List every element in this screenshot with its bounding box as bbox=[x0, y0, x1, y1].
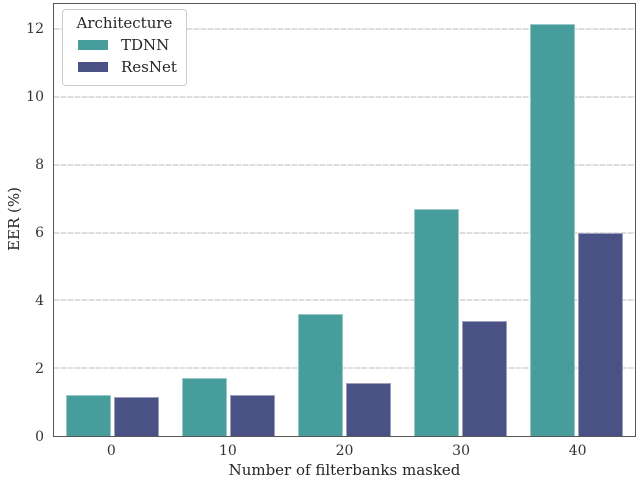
legend-swatch-resnet bbox=[78, 62, 108, 72]
y-tick-label-8: 8 bbox=[35, 156, 44, 173]
y-tick-label-12: 12 bbox=[26, 20, 44, 37]
x-tick-label-40: 40 bbox=[568, 443, 587, 459]
gridline-8 bbox=[54, 163, 635, 166]
y-tick-label-4: 4 bbox=[35, 292, 44, 309]
bar-group-10 bbox=[170, 4, 286, 436]
bar-resnet-0 bbox=[113, 397, 159, 436]
bar-groups bbox=[54, 4, 635, 436]
gridline-2 bbox=[54, 367, 635, 370]
y-tick-label-2: 2 bbox=[35, 360, 44, 377]
bar-tdnn-0 bbox=[65, 395, 111, 436]
bar-resnet-30 bbox=[462, 320, 508, 436]
bar-group-0 bbox=[54, 4, 170, 436]
bar-group-40 bbox=[519, 4, 635, 436]
y-tick-label-0: 0 bbox=[35, 429, 44, 445]
x-axis-label: Number of filterbanks masked bbox=[228, 461, 461, 479]
gridline-4 bbox=[54, 299, 635, 302]
legend-items: TDNN ResNet bbox=[72, 36, 177, 76]
legend-title: Architecture bbox=[76, 14, 173, 32]
y-tick-label-6: 6 bbox=[35, 224, 44, 241]
bar-tdnn-10 bbox=[181, 378, 227, 436]
bar-resnet-40 bbox=[578, 232, 624, 436]
bar-resnet-20 bbox=[346, 383, 391, 436]
bar-tdnn-30 bbox=[414, 209, 460, 436]
legend-item-tdnn: TDNN bbox=[78, 36, 177, 54]
gridline-12 bbox=[54, 28, 635, 31]
bar-tdnn-40 bbox=[530, 24, 576, 436]
legend: Architecture TDNN ResNet bbox=[62, 9, 187, 86]
x-axis-ticks: 0 10 20 30 40 bbox=[53, 443, 636, 459]
plot-area: Architecture TDNN ResNet bbox=[53, 3, 636, 437]
legend-item-label: TDNN bbox=[121, 36, 170, 54]
bar-resnet-10 bbox=[229, 395, 275, 436]
bar-group-20 bbox=[286, 4, 402, 436]
y-tick-label-10: 10 bbox=[26, 88, 44, 105]
legend-item-label: ResNet bbox=[121, 58, 177, 76]
x-tick-label-30: 30 bbox=[452, 443, 470, 459]
x-tick-label-20: 20 bbox=[335, 443, 354, 459]
bar-group-30 bbox=[403, 4, 519, 436]
gridline-10 bbox=[54, 96, 635, 99]
legend-swatch-tdnn bbox=[78, 40, 108, 50]
bar-tdnn-20 bbox=[298, 314, 343, 436]
x-tick-label-10: 10 bbox=[218, 443, 237, 459]
x-tick-label-0: 0 bbox=[106, 443, 116, 459]
legend-item-resnet: ResNet bbox=[78, 58, 177, 76]
gridline-6 bbox=[54, 231, 635, 234]
